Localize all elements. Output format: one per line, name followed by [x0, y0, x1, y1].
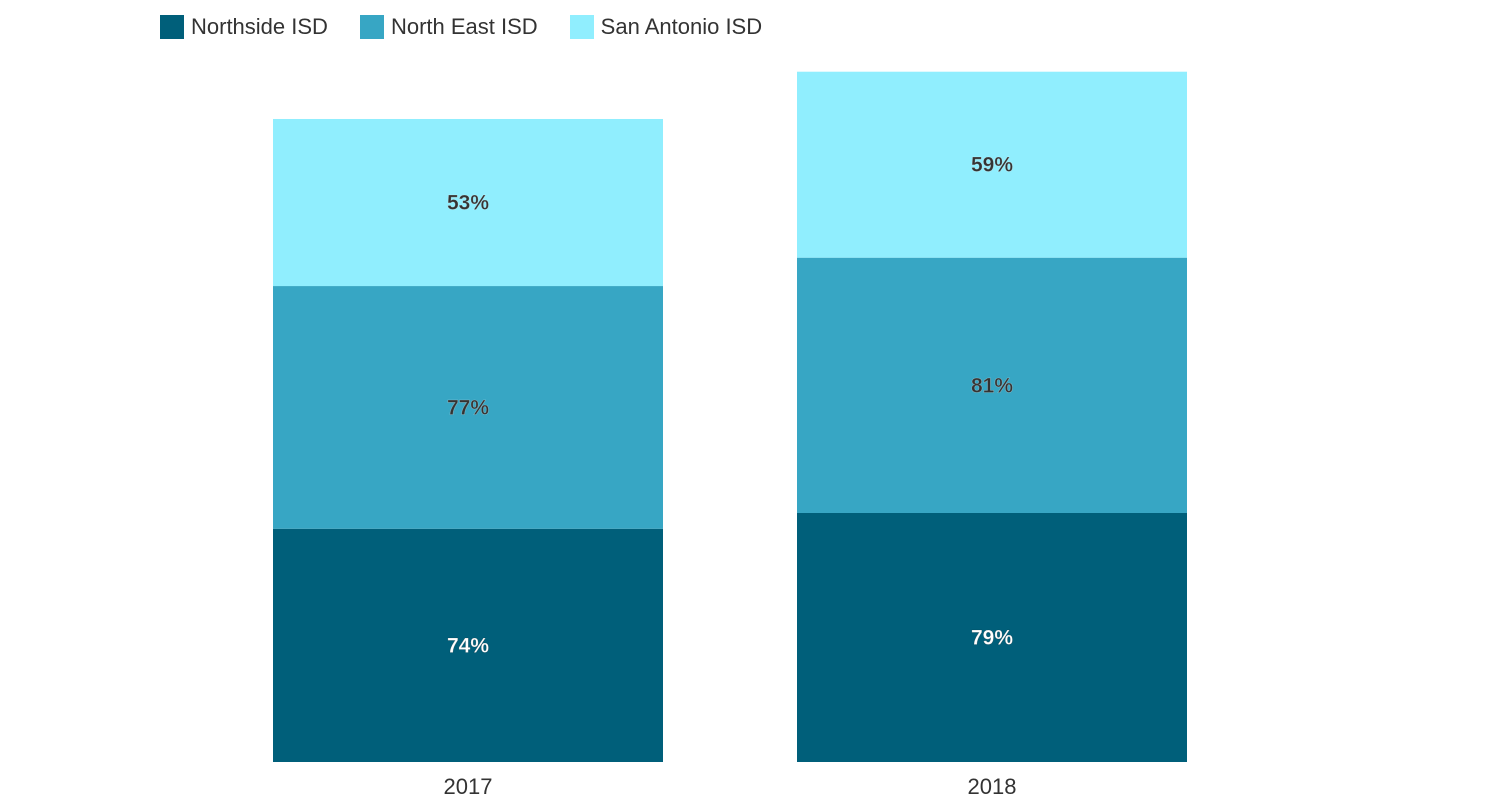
legend-label: North East ISD	[390, 14, 538, 39]
legend-swatch	[569, 15, 594, 39]
data-label: 79%	[971, 626, 1013, 649]
x-tick-label: 2018	[968, 774, 1017, 799]
legend: Northside ISD North East ISD San Antonio…	[160, 14, 762, 40]
data-label: 77%	[447, 396, 489, 419]
bar-segment-2018-1[interactable]	[797, 257, 1187, 513]
bar-segment-2017-2[interactable]	[273, 118, 663, 287]
bar-segment-2017-1[interactable]	[273, 286, 663, 529]
bar-segment-2018-2[interactable]	[797, 71, 1187, 258]
x-tick-label: 2017	[444, 774, 493, 799]
data-label: 74%	[447, 634, 489, 657]
bar-segment-2017-0[interactable]	[273, 528, 663, 762]
legend-item-san-antonio[interactable]: San Antonio ISD	[569, 14, 763, 40]
data-label: 81%	[971, 374, 1013, 397]
legend-item-northside[interactable]: Northside ISD	[160, 14, 328, 40]
legend-label: San Antonio ISD	[600, 14, 763, 39]
data-label: 53%	[447, 192, 489, 215]
bar-segment-2018-0[interactable]	[797, 512, 1187, 762]
legend-item-north-east[interactable]: North East ISD	[359, 14, 538, 40]
data-label: 59%	[971, 154, 1013, 177]
legend-label: Northside ISD	[191, 14, 328, 39]
legend-swatch	[160, 15, 184, 39]
legend-swatch	[359, 15, 384, 39]
